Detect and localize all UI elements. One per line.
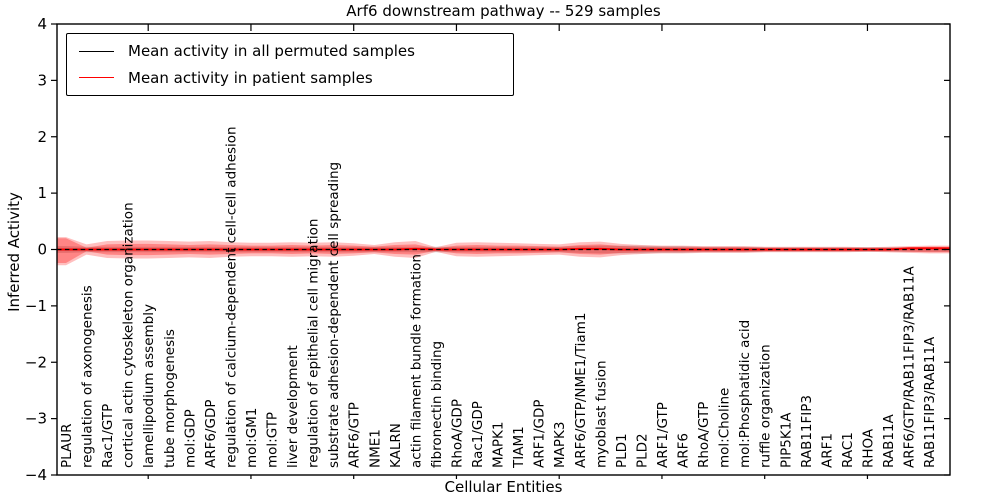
category-label: RAB11A [881, 413, 897, 468]
category-label: RHOA [860, 428, 876, 468]
category-label: liver development [285, 345, 301, 468]
category-label: mol:Phosphatidic acid [737, 320, 753, 468]
chart-title: Arf6 downstream pathway -- 529 samples [346, 2, 661, 20]
category-label: ARF6/GTP/RAB11FIP3/RAB11A [902, 266, 918, 468]
category-label: PLD2 [634, 433, 650, 468]
legend-label: Mean activity in all permuted samples [128, 42, 415, 61]
category-label: RhoA/GTP [696, 402, 712, 468]
y-tick-label: −1 [25, 297, 47, 315]
category-label: tube morphogenesis [162, 329, 178, 468]
y-tick-label: 0 [37, 241, 47, 259]
category-label: RAC1 [840, 432, 856, 468]
y-tick-label: −4 [25, 466, 47, 484]
y-tick-label: −2 [25, 353, 47, 371]
black-line-sample-icon [79, 50, 114, 52]
legend: Mean activity in all permuted samples Me… [66, 33, 514, 96]
category-label: NME1 [367, 429, 383, 468]
legend-item-permuted: Mean activity in all permuted samples [67, 38, 513, 64]
category-label: mol:GTP [265, 412, 281, 468]
category-label: ARF6 [676, 433, 692, 468]
y-axis-label: Inferred Activity [5, 192, 23, 312]
category-label: ruffle organization [758, 344, 774, 468]
category-label: RAB11FIP3/RAB11A [922, 336, 938, 468]
category-label: actin filament bundle formation [408, 254, 424, 468]
category-label: ARF6/GTP/NME1/Tiam1 [573, 313, 589, 468]
category-label: KALRN [388, 423, 404, 468]
patient-mean-line [57, 247, 950, 251]
category-label: regulation of epithelial cell migration [306, 219, 322, 468]
category-label: lamellipodium assembly [141, 304, 157, 468]
category-label: mol:GM1 [244, 408, 260, 468]
category-label: PLAUR [59, 424, 75, 468]
category-label: RhoA/GDP [449, 399, 465, 468]
category-label: substrate adhesion-dependent cell spread… [326, 162, 342, 468]
x-axis-label: Cellular Entities [444, 478, 563, 496]
category-label: PLD1 [614, 433, 630, 468]
confidence-band-patient-samples-std-outer [57, 237, 950, 266]
red-line-sample-icon [79, 77, 114, 79]
y-tick-label: 1 [37, 184, 47, 202]
category-label: RAB11FIP3 [799, 395, 815, 468]
category-label: mol:GDP [182, 409, 198, 468]
category-label: ARF6/GTP [347, 402, 363, 468]
category-label: TIAM1 [511, 426, 527, 469]
confidence-band-patient-samples-std-inner [57, 238, 950, 263]
y-tick-label: 3 [37, 71, 47, 89]
category-label: PIP5K1A [778, 412, 794, 468]
y-tick-label: 4 [37, 15, 47, 33]
category-label: Rac1/GTP [100, 404, 116, 468]
category-label: ARF6/GDP [203, 399, 219, 468]
category-label: Rac1/GDP [470, 401, 486, 468]
category-label: fibronectin binding [429, 341, 445, 468]
legend-label: Mean activity in patient samples [128, 68, 373, 87]
y-tick-label: 2 [37, 128, 47, 146]
category-label: MAPK3 [552, 422, 568, 468]
category-label: ARF1 [819, 433, 835, 468]
category-label: MAPK1 [491, 422, 507, 468]
category-label: regulation of calcium-dependent cell-cel… [223, 126, 239, 468]
category-label: ARF1/GDP [532, 399, 548, 468]
legend-item-patient: Mean activity in patient samples [67, 65, 513, 91]
category-label: ARF1/GTP [655, 402, 671, 468]
y-tick-label: −3 [25, 410, 47, 428]
category-label: mol:Choline [717, 388, 733, 468]
category-label: myoblast fusion [593, 360, 609, 468]
category-label: regulation of axonogenesis [80, 285, 96, 468]
category-label: cortical actin cytoskeleton organization [121, 202, 137, 468]
